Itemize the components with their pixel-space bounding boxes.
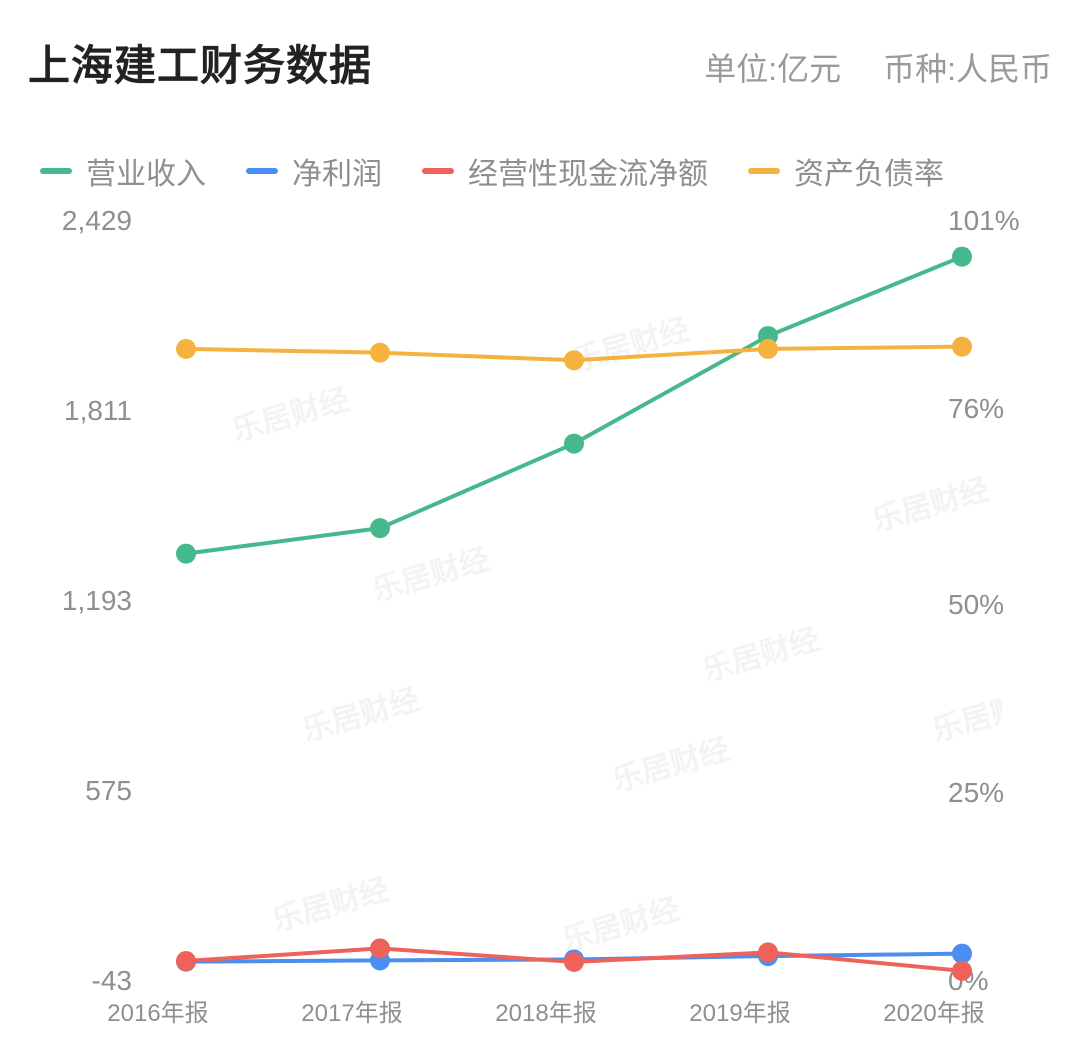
series-marker[interactable] [952,944,972,964]
chart-svg: 乐居财经乐居财经乐居财经乐居财经乐居财经乐居财经乐居财经乐居财经乐居财经乐居财经 [146,221,1002,981]
legend-label: 资产负债率 [794,149,944,193]
x-tick: 2020年报 [883,993,984,1028]
series-marker[interactable] [564,952,584,972]
legend-label: 经营性现金流净额 [468,149,708,193]
series-marker[interactable] [176,339,196,359]
y-left-tick: 2,429 [22,205,132,237]
series-marker[interactable] [758,339,778,359]
chart-card: 上海建工财务数据 单位:亿元 币种:人民币 营业收入 净利润 经营性现金流净额 … [0,0,1080,1059]
chart-area: -435751,1931,8112,429 0%25%50%76%101% 乐居… [28,221,1052,981]
series-marker[interactable] [952,247,972,267]
x-tick: 2019年报 [689,993,790,1028]
legend-item-revenue[interactable]: 营业收入 [40,149,206,193]
svg-text:乐居财经: 乐居财经 [369,542,494,608]
series-marker[interactable] [370,518,390,538]
legend-label: 营业收入 [86,149,206,193]
legend-swatch [246,168,278,174]
series-marker[interactable] [564,434,584,454]
svg-text:乐居财经: 乐居财经 [569,312,694,378]
y-left-tick: 1,193 [22,585,132,617]
svg-text:乐居财经: 乐居财经 [929,682,1002,748]
y-axis-left: -435751,1931,8112,429 [22,221,132,981]
svg-text:乐居财经: 乐居财经 [609,732,734,798]
x-tick: 2017年报 [301,993,402,1028]
legend-item-debtratio[interactable]: 资产负债率 [748,149,944,193]
series-marker[interactable] [952,337,972,357]
svg-text:乐居财经: 乐居财经 [869,472,994,538]
series-marker[interactable] [370,343,390,363]
header: 上海建工财务数据 单位:亿元 币种:人民币 [28,32,1052,93]
svg-text:乐居财经: 乐居财经 [699,622,824,688]
svg-text:乐居财经: 乐居财经 [269,872,394,938]
currency-label: 币种:人民币 [883,44,1052,90]
legend: 营业收入 净利润 经营性现金流净额 资产负债率 [40,149,1052,193]
series-marker[interactable] [952,961,972,981]
chart-title: 上海建工财务数据 [28,32,372,93]
series-marker[interactable] [176,951,196,971]
series-marker[interactable] [176,544,196,564]
series-marker[interactable] [370,938,390,958]
svg-text:乐居财经: 乐居财经 [559,892,684,958]
series-marker[interactable] [564,350,584,370]
chart-meta: 单位:亿元 币种:人民币 [704,44,1052,90]
legend-item-profit[interactable]: 净利润 [246,149,382,193]
unit-label: 单位:亿元 [704,44,841,90]
legend-item-cashflow[interactable]: 经营性现金流净额 [422,149,708,193]
plot: 乐居财经乐居财经乐居财经乐居财经乐居财经乐居财经乐居财经乐居财经乐居财经乐居财经 [146,221,946,981]
legend-swatch [40,168,72,174]
series-marker[interactable] [758,942,778,962]
y-left-tick: 575 [22,775,132,807]
x-tick: 2016年报 [107,993,208,1028]
x-tick: 2018年报 [495,993,596,1028]
svg-text:乐居财经: 乐居财经 [299,682,424,748]
legend-label: 净利润 [292,149,382,193]
legend-swatch [748,168,780,174]
legend-swatch [422,168,454,174]
y-left-tick: 1,811 [22,395,132,427]
x-axis: 2016年报2017年报2018年报2019年报2020年报 [118,993,974,1023]
svg-text:乐居财经: 乐居财经 [229,382,354,448]
